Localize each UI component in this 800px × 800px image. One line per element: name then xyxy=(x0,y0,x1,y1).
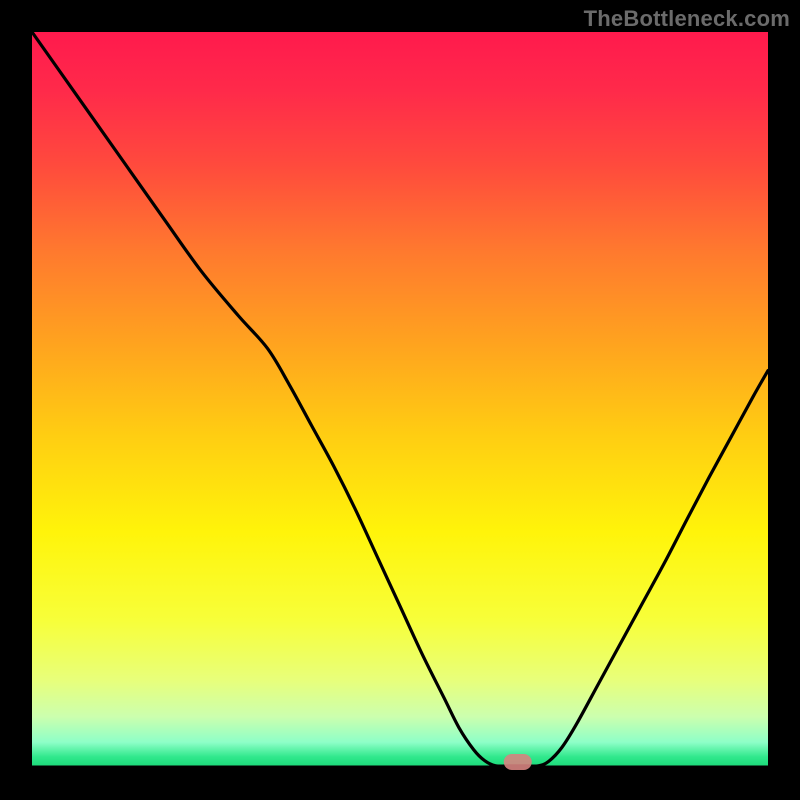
plot-background xyxy=(32,32,768,768)
watermark-text: TheBottleneck.com xyxy=(584,6,790,32)
optimum-marker xyxy=(504,754,532,770)
chart-stage: TheBottleneck.com xyxy=(0,0,800,800)
bottleneck-curve-chart xyxy=(0,0,800,800)
